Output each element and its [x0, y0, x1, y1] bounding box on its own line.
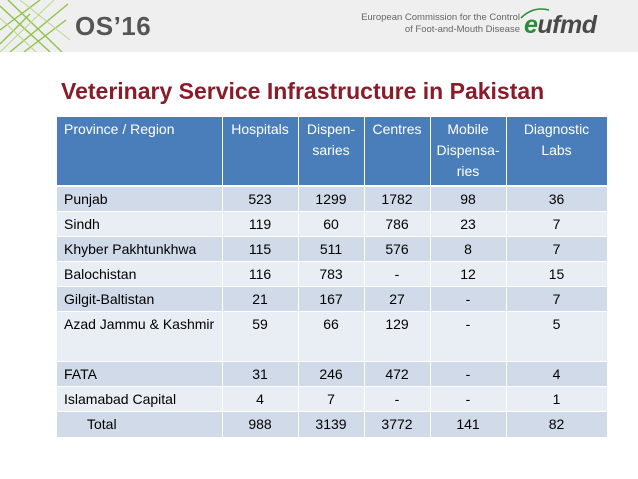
cell-hospitals: 4	[222, 386, 299, 412]
cell-centres: 786	[364, 211, 431, 237]
cell-region: Gilgit-Baltistan	[57, 286, 223, 312]
logo-prefix: e	[524, 11, 538, 39]
table-row: FATA 31 246 472 - 4	[57, 361, 608, 387]
cell-region: Punjab	[57, 186, 223, 212]
cell-labs: 1	[506, 386, 608, 412]
cell-total-hospitals: 988	[222, 411, 299, 438]
table-row: Sindh 119 60 786 23 7	[57, 211, 608, 237]
cell-dispensaries: 783	[298, 261, 365, 287]
infrastructure-table: Province / Region Hospitals Dispen-sarie…	[57, 117, 608, 438]
cell-centres: 576	[364, 236, 431, 262]
cell-labs: 4	[506, 361, 608, 387]
cell-labs: 7	[506, 236, 608, 262]
cell-region: Sindh	[57, 211, 223, 237]
cell-centres: 472	[364, 361, 431, 387]
cell-centres: 129	[364, 311, 431, 362]
column-header-dispensaries: Dispen-saries	[298, 117, 365, 187]
cell-total-dispensaries: 3139	[298, 411, 365, 438]
cell-region: Azad Jammu & Kashmir	[57, 311, 223, 362]
cell-region: FATA	[57, 361, 223, 387]
cell-total-mobile: 141	[430, 411, 507, 438]
logo-suffix: ufmd	[537, 11, 597, 39]
cell-region: Balochistan	[57, 261, 223, 287]
logo-swoosh-icon	[520, 8, 550, 19]
event-logo: OS’16	[75, 11, 152, 41]
table-row: Islamabad Capital 4 7 - - 1	[57, 386, 608, 412]
table-row: Azad Jammu & Kashmir 59 66 129 - 5	[57, 311, 608, 362]
table-header-row: Province / Region Hospitals Dispen-sarie…	[57, 117, 608, 187]
cell-hospitals: 115	[222, 236, 299, 262]
cell-hospitals: 31	[222, 361, 299, 387]
cell-dispensaries: 66	[298, 311, 365, 362]
cell-dispensaries: 60	[298, 211, 365, 237]
cell-hospitals: 523	[222, 186, 299, 212]
cell-mobile: 12	[430, 261, 507, 287]
column-header-labs: Diagnostic Labs	[506, 117, 608, 187]
cell-labs: 5	[506, 311, 608, 362]
cell-dispensaries: 1299	[298, 186, 365, 212]
total-row: Total 988 3139 3772 141 82	[57, 411, 608, 438]
org-name-line2: of Foot-and-Mouth Disease	[404, 24, 520, 35]
cell-region: Islamabad Capital	[57, 386, 223, 412]
cell-mobile: -	[430, 361, 507, 387]
cell-centres: 1782	[364, 186, 431, 212]
org-name: European Commission for the Control of F…	[361, 12, 520, 36]
cell-region: Khyber Pakhtunkhwa	[57, 236, 223, 262]
cell-centres: -	[364, 261, 431, 287]
cell-mobile: 98	[430, 186, 507, 212]
decorative-lines-graphic	[0, 0, 70, 52]
cell-centres: 27	[364, 286, 431, 312]
cell-total-label: Total	[57, 411, 223, 438]
cell-hospitals: 119	[222, 211, 299, 237]
cell-hospitals: 21	[222, 286, 299, 312]
cell-labs: 36	[506, 186, 608, 212]
cell-dispensaries: 511	[298, 236, 365, 262]
cell-dispensaries: 7	[298, 386, 365, 412]
slide-header: OS’16 European Commission for the Contro…	[0, 0, 638, 52]
cell-hospitals: 116	[222, 261, 299, 287]
column-header-centres: Centres	[364, 117, 431, 187]
cell-labs: 7	[506, 211, 608, 237]
cell-mobile: -	[430, 286, 507, 312]
table-row: Punjab 523 1299 1782 98 36	[57, 186, 608, 212]
column-header-mobile: Mobile Dispensa-ries	[430, 117, 507, 187]
cell-dispensaries: 246	[298, 361, 365, 387]
cell-hospitals: 59	[222, 311, 299, 362]
cell-mobile: 23	[430, 211, 507, 237]
org-name-line1: European Commission for the Control	[361, 12, 520, 23]
cell-total-labs: 82	[506, 411, 608, 438]
cell-mobile: 8	[430, 236, 507, 262]
table-row: Gilgit-Baltistan 21 167 27 - 7	[57, 286, 608, 312]
cell-dispensaries: 167	[298, 286, 365, 312]
table-row: Balochistan 116 783 - 12 15	[57, 261, 608, 287]
table-row: Khyber Pakhtunkhwa 115 511 576 8 7	[57, 236, 608, 262]
slide-title: Veterinary Service Infrastructure in Pak…	[61, 78, 545, 104]
cell-total-centres: 3772	[364, 411, 431, 438]
cell-centres: -	[364, 386, 431, 412]
column-header-region: Province / Region	[57, 117, 223, 187]
eufmd-logo: eufmd	[524, 11, 597, 40]
cell-mobile: -	[430, 311, 507, 362]
cell-labs: 7	[506, 286, 608, 312]
cell-labs: 15	[506, 261, 608, 287]
column-header-hospitals: Hospitals	[222, 117, 299, 187]
cell-mobile: -	[430, 386, 507, 412]
